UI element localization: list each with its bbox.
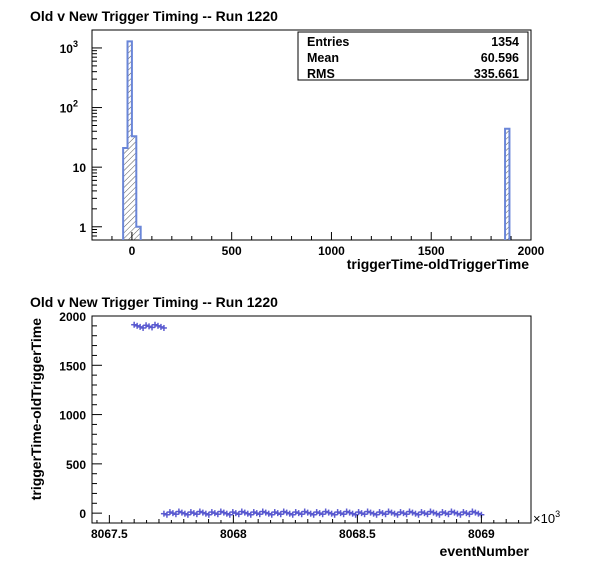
histogram-panel: Old v New Trigger Timing -- Run 1220 0 50… (30, 8, 545, 272)
stats-rms-label: RMS (307, 67, 335, 81)
histogram-x-tick-label: 500 (222, 244, 242, 258)
scatter-panel: Old v New Trigger Timing -- Run 1220 806… (28, 294, 560, 559)
stats-mean-label: Mean (307, 51, 339, 65)
histogram-x-tick-label: 1500 (418, 244, 445, 258)
stats-box-frame (297, 31, 529, 81)
histogram-y-tick-label: 1 (79, 221, 86, 235)
histogram-x-tick-label: 1000 (318, 244, 345, 258)
x-axis-multiplier-exponent: 3 (555, 509, 560, 519)
stats-entries-label: Entries (307, 35, 349, 49)
histogram-bar-fill (131, 136, 137, 240)
histogram-y-tick-label: 103 (60, 39, 78, 56)
x-axis-multiplier-base: ×10 (533, 511, 555, 526)
histogram-y-ticks: 1 10 102 103 (60, 29, 102, 241)
histogram-outline (122, 40, 142, 240)
stats-entries-value: 1354 (491, 35, 519, 49)
scatter-y-tick-label: 500 (66, 458, 86, 472)
histogram-bar-fill (505, 128, 510, 240)
histogram-bar-fill (136, 226, 141, 240)
x-axis-multiplier: ×103 (533, 509, 560, 526)
scatter-frame (91, 315, 532, 524)
scatter-y-tick-label: 0 (79, 507, 86, 521)
histogram-x-axis-label: triggerTime-oldTriggerTime (347, 256, 530, 272)
scatter-x-tick-label: 8068.5 (339, 527, 376, 541)
scatter-y-tick-label: 1000 (59, 409, 86, 423)
scatter-x-tick-label: 8069 (468, 527, 495, 541)
scatter-title: Old v New Trigger Timing -- Run 1220 (30, 294, 278, 310)
histogram-y-tick-label: 102 (60, 99, 78, 116)
histogram-y-tick-label: 10 (73, 161, 87, 175)
scatter-points (131, 321, 485, 518)
histogram-bars (122, 40, 511, 241)
histogram-title: Old v New Trigger Timing -- Run 1220 (30, 8, 278, 24)
scatter-x-tick-label: 8067.5 (91, 527, 128, 541)
histogram-bar-fill (123, 147, 128, 240)
histogram-bar-fill (127, 41, 132, 241)
stats-box: Entries 1354 Mean 60.596 RMS 335.661 (297, 31, 529, 81)
scatter-y-axis-label: triggerTime-oldTriggerTime (28, 318, 44, 501)
histogram-outlier-bar (504, 127, 511, 240)
histogram-x-tick-label: 2000 (518, 244, 545, 258)
scatter-y-ticks: 0 500 1000 1500 2000 (59, 310, 102, 524)
scatter-x-axis-label: eventNumber (440, 543, 530, 559)
scatter-y-tick-label: 1500 (59, 359, 86, 373)
histogram-x-tick-label: 0 (129, 244, 136, 258)
stats-rms-value: 335.661 (474, 67, 519, 81)
scatter-y-tick-label: 2000 (59, 310, 86, 324)
stats-mean-value: 60.596 (481, 51, 519, 65)
scatter-x-tick-label: 8068 (220, 527, 247, 541)
scatter-x-ticks: 8067.5 8068 8068.5 8069 (91, 515, 520, 541)
histogram-x-ticks: 0 500 1000 1500 2000 (111, 232, 545, 258)
